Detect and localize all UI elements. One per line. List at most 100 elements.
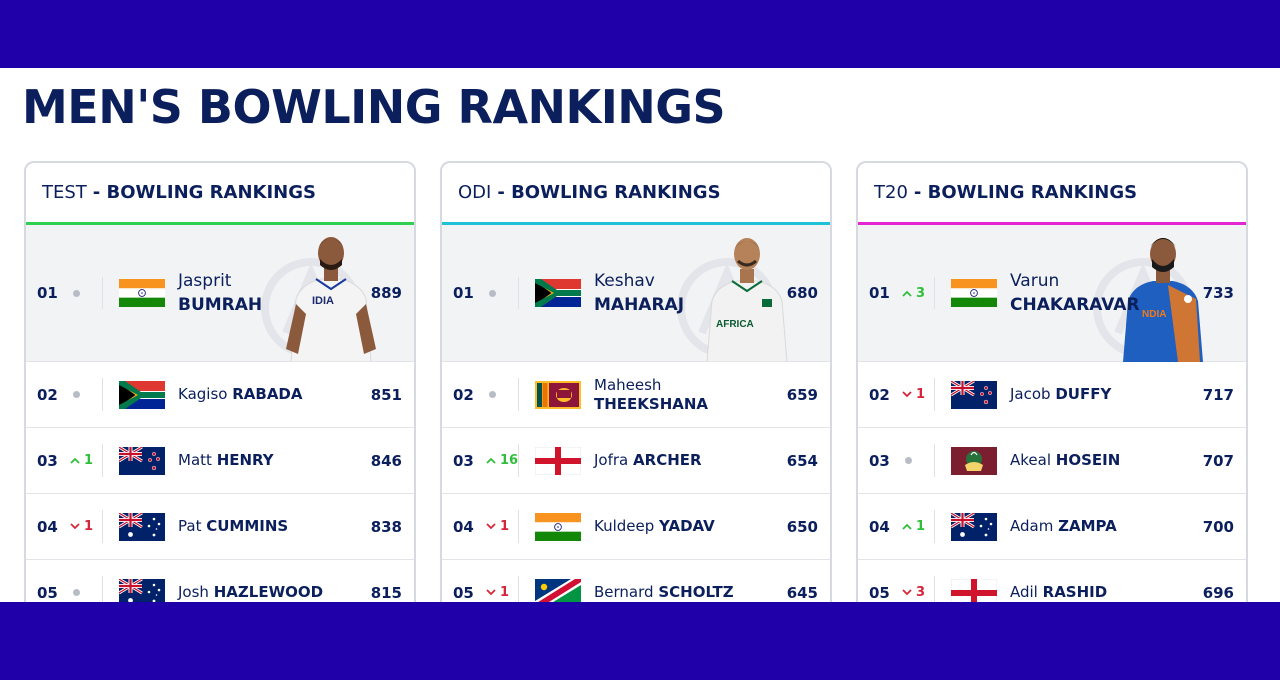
divider (102, 277, 103, 309)
rankings-card-t20: T20- BOWLING RANKINGS NDIA 01 3 Varun CHAKARA… (856, 161, 1248, 631)
rating-points: 838 (370, 517, 402, 536)
rank-number: 03 (453, 451, 474, 470)
rating-points: 659 (786, 385, 818, 404)
player-name[interactable]: Kagiso RABADA (178, 385, 303, 404)
rank-movement (486, 289, 526, 297)
card-heading[interactable]: ODI - BOWLING RANKINGS (442, 163, 830, 225)
heading-rest: - BOWLING RANKINGS (913, 182, 1138, 203)
ranking-row[interactable]: 02 Kagiso RABADA 851 (26, 362, 414, 428)
rank-movement: 1 (486, 585, 526, 600)
rank-movement: 3 (902, 585, 942, 600)
new-zealand-flag-icon (951, 380, 997, 409)
ranking-row[interactable]: 05 Josh HAZLEWOOD 815 (26, 560, 414, 626)
featured-player-row[interactable]: NDIA 01 3 Varun CHAKARAVAR 733 (858, 225, 1246, 362)
rating-points: 851 (370, 385, 402, 404)
rank-number: 02 (869, 385, 890, 404)
ranking-row[interactable]: 03 1 Matt HENRY 846 (26, 428, 414, 494)
featured-player-row[interactable]: AFRICA 01 Keshav MAHARAJ 680 (442, 225, 830, 363)
no-change-dot-icon (73, 391, 80, 398)
rank-movement-value: 1 (84, 519, 94, 534)
player-name[interactable]: Varun CHAKARAVAR (1010, 269, 1140, 317)
rank-movement-value: 3 (916, 585, 926, 600)
rank-movement (486, 391, 526, 398)
player-name[interactable]: Matt HENRY (178, 451, 274, 470)
format-label: TEST (42, 182, 87, 203)
card-heading[interactable]: TEST - BOWLING RANKINGS (26, 163, 414, 225)
rating-points: 680 (786, 284, 818, 302)
divider (102, 444, 103, 477)
divider (934, 378, 935, 411)
ranking-row[interactable]: 02 1 Jacob DUFFY 717 (858, 362, 1246, 428)
chevron-down-icon (902, 585, 912, 600)
format-label: T20 (874, 182, 908, 203)
player-last-name: HENRY (216, 451, 274, 469)
ranking-row[interactable]: 04 1 Adam ZAMPA 700 (858, 494, 1246, 560)
player-name[interactable]: Kuldeep YADAV (594, 517, 715, 536)
rank-number: 03 (37, 451, 58, 470)
new-zealand-flag-icon (119, 446, 165, 475)
rating-points: 645 (786, 583, 818, 602)
player-last-name: RABADA (232, 385, 303, 403)
rankings-card-test: TEST - BOWLING RANKINGS IDIA 01 Jasprit BUMRA… (24, 161, 416, 631)
divider (518, 510, 519, 543)
featured-player-row[interactable]: IDIA 01 Jasprit BUMRAH 889 (26, 225, 414, 363)
ranking-row[interactable]: 04 1 Pat CUMMINS 838 (26, 494, 414, 560)
player-name[interactable]: Adil RASHID (1010, 583, 1107, 602)
divider (934, 510, 935, 543)
player-first-name: Pat (178, 517, 202, 535)
ranking-row[interactable]: 04 1 Kuldeep YADAV 650 (442, 494, 830, 560)
player-last-name: HAZLEWOOD (213, 583, 324, 601)
player-name[interactable]: Keshav MAHARAJ (594, 269, 684, 317)
india-flag-icon (535, 512, 581, 541)
heading-rest: - BOWLING RANKINGS (92, 182, 316, 203)
divider (934, 576, 935, 609)
rating-points: 717 (1202, 385, 1234, 404)
player-name[interactable]: Jacob DUFFY (1010, 385, 1111, 404)
player-name[interactable]: Bernard SCHOLTZ (594, 583, 734, 602)
player-last-name: MAHARAJ (594, 295, 685, 315)
player-first-name: Adam (1010, 517, 1054, 535)
rank-movement-value: 16 (500, 453, 519, 468)
no-change-dot-icon (489, 289, 496, 297)
rank-movement-value: 1 (500, 519, 510, 534)
player-last-name: SCHOLTZ (658, 583, 734, 601)
player-first-name: Maheesh (594, 375, 662, 394)
ranking-row[interactable]: 03 Akeal HOSEIN 707 (858, 428, 1246, 494)
player-first-name: Jacob (1010, 385, 1051, 403)
india-flag-icon (119, 279, 165, 307)
player-name[interactable]: Adam ZAMPA (1010, 517, 1117, 536)
player-name[interactable]: Jasprit BUMRAH (178, 269, 262, 317)
rank-number: 04 (453, 517, 474, 536)
player-name[interactable]: Maheesh THEEKSHANA (594, 376, 708, 414)
chevron-down-icon (486, 519, 496, 534)
chevron-up-icon (486, 453, 496, 468)
rank-movement: 1 (70, 519, 110, 534)
rating-points: 889 (370, 284, 402, 302)
card-heading[interactable]: T20- BOWLING RANKINGS (858, 163, 1246, 225)
player-name[interactable]: Pat CUMMINS (178, 517, 288, 536)
player-name[interactable]: Akeal HOSEIN (1010, 451, 1120, 470)
divider (518, 378, 519, 411)
ranking-row[interactable]: 03 16 Jofra ARCHER 654 (442, 428, 830, 494)
rank-movement (902, 457, 942, 464)
player-name[interactable]: Jofra ARCHER (594, 451, 702, 470)
player-last-name: CUMMINS (206, 517, 289, 535)
player-first-name: Bernard (594, 583, 654, 601)
rating-points: 846 (370, 451, 402, 470)
player-name[interactable]: Josh HAZLEWOOD (178, 583, 323, 602)
player-first-name: Jasprit (178, 271, 232, 291)
player-last-name: DUFFY (1055, 385, 1112, 403)
rank-number: 02 (453, 385, 474, 404)
bottom-banner (0, 602, 1280, 680)
divider (102, 378, 103, 411)
page-title: MEN'S BOWLING RANKINGS (22, 80, 726, 134)
rank-movement-value: 1 (500, 585, 510, 600)
player-first-name: Josh (178, 583, 209, 601)
divider (518, 444, 519, 477)
player-photo-maharaj: AFRICA (692, 229, 802, 363)
ranking-row[interactable]: 02 Maheesh THEEKSHANA 659 (442, 362, 830, 428)
australia-flag-icon (119, 512, 165, 541)
rank-movement (70, 589, 110, 596)
rank-movement: 1 (902, 519, 942, 534)
rating-points: 815 (370, 583, 402, 602)
